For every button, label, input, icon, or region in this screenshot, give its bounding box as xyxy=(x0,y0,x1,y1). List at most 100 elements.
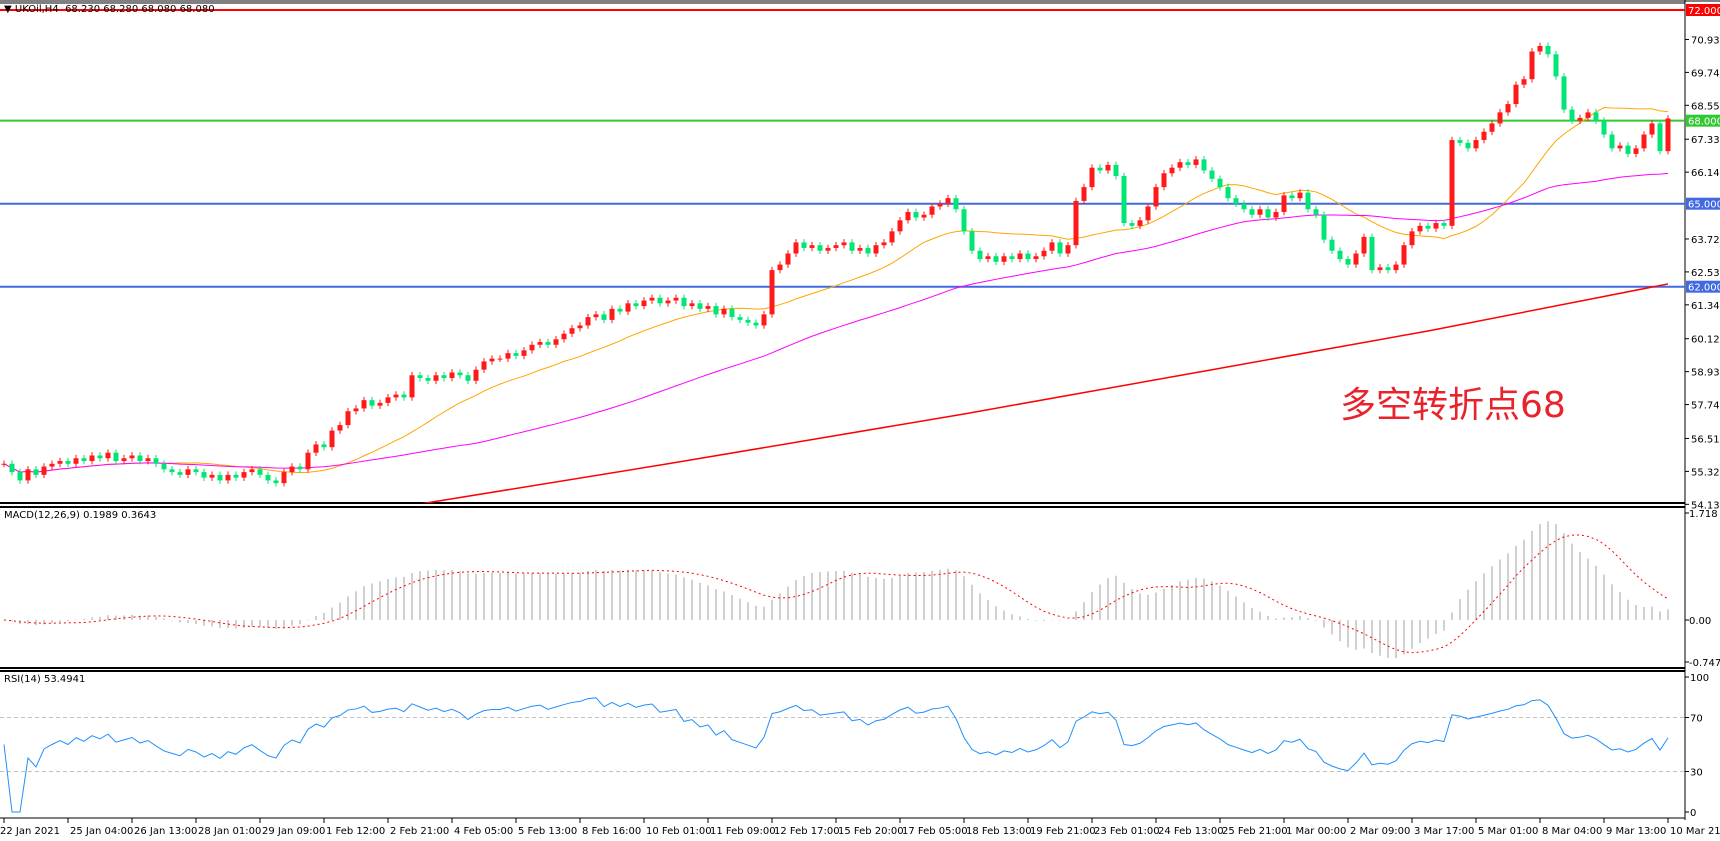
candle xyxy=(161,460,167,473)
candle-body xyxy=(1233,198,1239,204)
candle xyxy=(1249,205,1255,219)
candle-body xyxy=(633,303,639,307)
time-tick-label: 19 Feb 21:00 xyxy=(1030,826,1096,837)
candle xyxy=(1521,75,1527,89)
candle xyxy=(825,244,831,255)
candle xyxy=(441,371,447,382)
candle-body xyxy=(665,300,671,304)
candle-body xyxy=(385,397,391,403)
candle-body xyxy=(425,378,431,381)
candle-body xyxy=(1089,167,1095,188)
price-tick-label: 63.725 xyxy=(1691,235,1720,246)
candle xyxy=(761,311,767,329)
candle-body xyxy=(1473,140,1479,149)
rsi-tick-label: 100 xyxy=(1690,673,1709,684)
candle xyxy=(577,322,583,332)
candle xyxy=(265,471,271,484)
candle-body xyxy=(513,353,519,356)
time-tick-label: 24 Feb 13:00 xyxy=(1158,826,1224,837)
candle-body xyxy=(137,455,143,462)
candle-body xyxy=(1113,164,1119,177)
candle xyxy=(1289,192,1295,202)
candle xyxy=(561,330,567,343)
candle xyxy=(1569,106,1575,125)
time-tick-label: 2 Mar 09:00 xyxy=(1350,826,1410,837)
candle-body xyxy=(1657,123,1663,152)
candle-body xyxy=(1537,45,1543,52)
candle xyxy=(1,460,7,468)
candle-body xyxy=(1521,79,1527,85)
candle xyxy=(633,299,639,310)
candle-body xyxy=(1009,256,1015,260)
candle xyxy=(1649,120,1655,138)
candle-body xyxy=(1257,209,1263,215)
level-label-bg xyxy=(1686,197,1720,210)
candle-body xyxy=(361,400,367,409)
candle xyxy=(1473,136,1479,152)
candle xyxy=(1393,261,1399,274)
candle-body xyxy=(953,198,959,210)
level-label: 65.000 xyxy=(1688,200,1720,211)
candle xyxy=(1481,128,1487,144)
candle xyxy=(241,468,247,481)
candle-body xyxy=(801,242,807,248)
dropdown-triangle-icon[interactable]: ▼ xyxy=(4,4,15,15)
candle-body xyxy=(1321,214,1327,240)
candle-body xyxy=(369,400,375,406)
candle-body xyxy=(201,472,207,478)
level-label-bg xyxy=(1686,4,1720,16)
candle-body xyxy=(17,472,23,481)
macd-pane xyxy=(3,521,1669,659)
candle-body xyxy=(729,308,735,318)
candle-body xyxy=(193,469,199,473)
candle xyxy=(929,203,935,219)
candle xyxy=(1193,156,1199,169)
price-tick-label: 58.930 xyxy=(1691,368,1720,379)
candle-body xyxy=(1241,203,1247,210)
candle-body xyxy=(1649,123,1655,135)
candle xyxy=(849,239,855,255)
macd-tick-label: -0.7475 xyxy=(1689,658,1720,669)
candle-body xyxy=(521,350,527,356)
time-tick-label: 25 Jan 04:00 xyxy=(70,826,133,837)
candle xyxy=(1305,189,1311,213)
candle-body xyxy=(113,452,119,462)
time-tick-label: 18 Feb 13:00 xyxy=(966,826,1032,837)
candle-body xyxy=(1121,176,1127,224)
candle xyxy=(73,454,79,468)
level-label: 62.000 xyxy=(1688,283,1720,294)
candle xyxy=(1209,167,1215,183)
candle xyxy=(449,369,455,382)
candle-body xyxy=(697,303,703,309)
candle xyxy=(1257,205,1263,219)
candle xyxy=(1113,161,1119,180)
candle-body xyxy=(41,466,47,475)
candle xyxy=(177,468,183,479)
candle xyxy=(1241,200,1247,213)
candle-body xyxy=(681,297,687,307)
candle-body xyxy=(1441,223,1447,226)
candle-body xyxy=(1601,120,1607,135)
candle-body xyxy=(177,472,183,475)
candle xyxy=(1345,255,1351,268)
candle xyxy=(1497,109,1503,127)
candle-body xyxy=(321,444,327,448)
chart-header: ▼ UKOil,H4 68.230 68.280 68.080 68.080 xyxy=(4,4,215,15)
candle-body xyxy=(1017,253,1023,260)
candle-body xyxy=(713,306,719,315)
candle xyxy=(249,466,255,476)
candle xyxy=(673,294,679,304)
candle xyxy=(1089,164,1095,191)
candle xyxy=(529,341,535,354)
candle-body xyxy=(1225,187,1231,199)
time-tick-label: 10 Mar 21:00 xyxy=(1670,826,1720,837)
horizontal-levels[interactable]: 72.000 68.000 65.000 62.000 xyxy=(0,4,1720,294)
candle-body xyxy=(1457,140,1463,143)
candle xyxy=(921,211,927,221)
candle-body xyxy=(1401,245,1407,265)
candle xyxy=(841,239,847,249)
candle-body xyxy=(1417,225,1423,232)
price-tick-label: 56.515 xyxy=(1691,434,1720,445)
candle xyxy=(793,239,799,257)
